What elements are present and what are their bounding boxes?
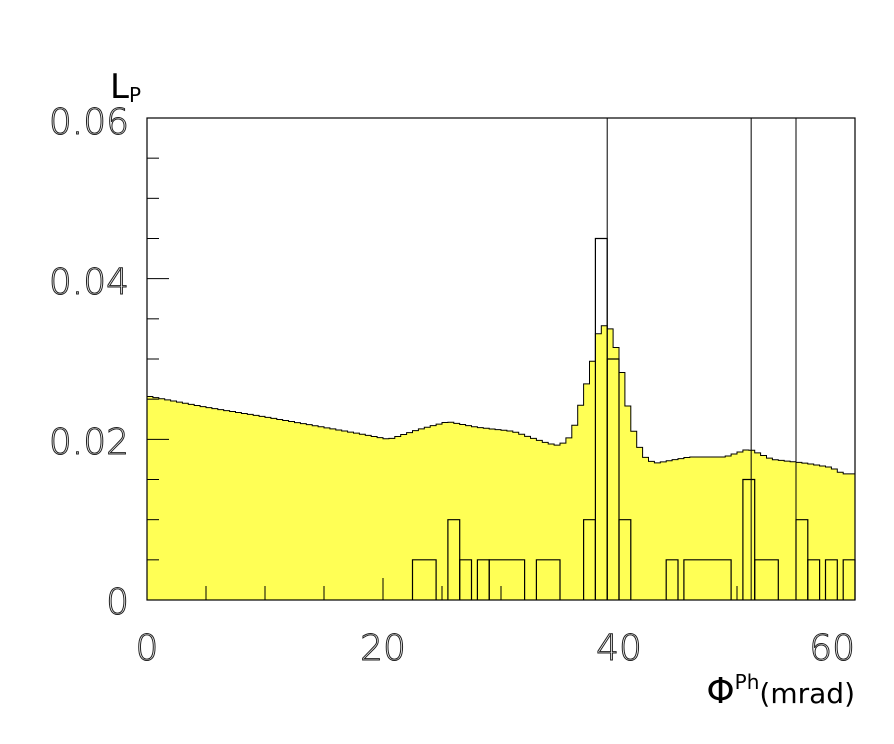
x-tick-label: 60 (809, 628, 855, 669)
outline-histogram (411, 237, 856, 600)
y-tick-label: 0.04 (49, 262, 129, 303)
outline-bin (683, 559, 732, 600)
x-tick-label: 40 (596, 628, 642, 669)
outline-bin (535, 559, 561, 600)
y-tick-label: 0.02 (49, 422, 129, 463)
y-axis-title: LP (110, 67, 141, 107)
outline-bin (665, 559, 679, 600)
outline-bin (488, 559, 526, 600)
x-axis-title: ΦPh(mrad) (706, 670, 855, 712)
outline-bin (824, 559, 838, 600)
outline-bin (742, 478, 756, 600)
vertical-markers (606, 118, 797, 600)
axis-ticks (146, 117, 856, 601)
outline-bin (618, 519, 632, 600)
filled-distribution (146, 325, 856, 601)
outline-bin (807, 559, 821, 600)
filled-distribution-area (146, 325, 856, 601)
x-tick-label: 20 (360, 628, 406, 669)
outline-bin (459, 559, 473, 600)
y-tick-label: 0.06 (49, 102, 129, 143)
outline-bin (754, 559, 779, 600)
y-tick-label: 0 (106, 582, 129, 623)
x-tick-label: 0 (136, 628, 159, 669)
outline-bin (411, 559, 437, 600)
